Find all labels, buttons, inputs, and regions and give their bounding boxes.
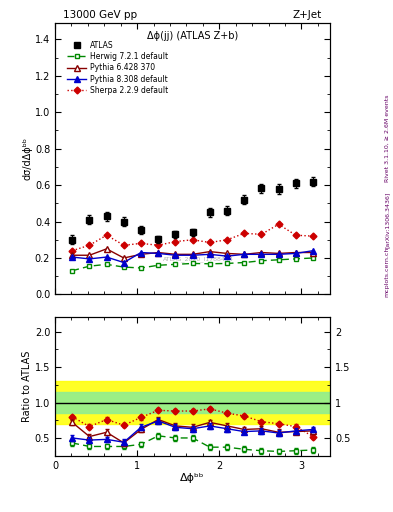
Y-axis label: dσ/dΔϕᵇᵇ: dσ/dΔϕᵇᵇ — [22, 137, 32, 180]
X-axis label: Δϕᵇᵇ: Δϕᵇᵇ — [180, 473, 205, 483]
Text: Δϕ(jj) (ATLAS Z+b): Δϕ(jj) (ATLAS Z+b) — [147, 31, 238, 41]
Text: ATLAS_2020_I1788444: ATLAS_2020_I1788444 — [163, 256, 233, 262]
Y-axis label: Ratio to ATLAS: Ratio to ATLAS — [22, 351, 32, 422]
Text: [arXiv:1306.3436]: [arXiv:1306.3436] — [385, 192, 389, 248]
Text: Z+Jet: Z+Jet — [293, 10, 322, 20]
Legend: ATLAS, Herwig 7.2.1 default, Pythia 6.428 370, Pythia 8.308 default, Sherpa 2.2.: ATLAS, Herwig 7.2.1 default, Pythia 6.42… — [64, 38, 172, 98]
Text: mcplots.cern.ch: mcplots.cern.ch — [385, 246, 389, 296]
Text: 13000 GeV pp: 13000 GeV pp — [63, 10, 138, 20]
Text: Rivet 3.1.10, ≥ 2.6M events: Rivet 3.1.10, ≥ 2.6M events — [385, 95, 389, 182]
